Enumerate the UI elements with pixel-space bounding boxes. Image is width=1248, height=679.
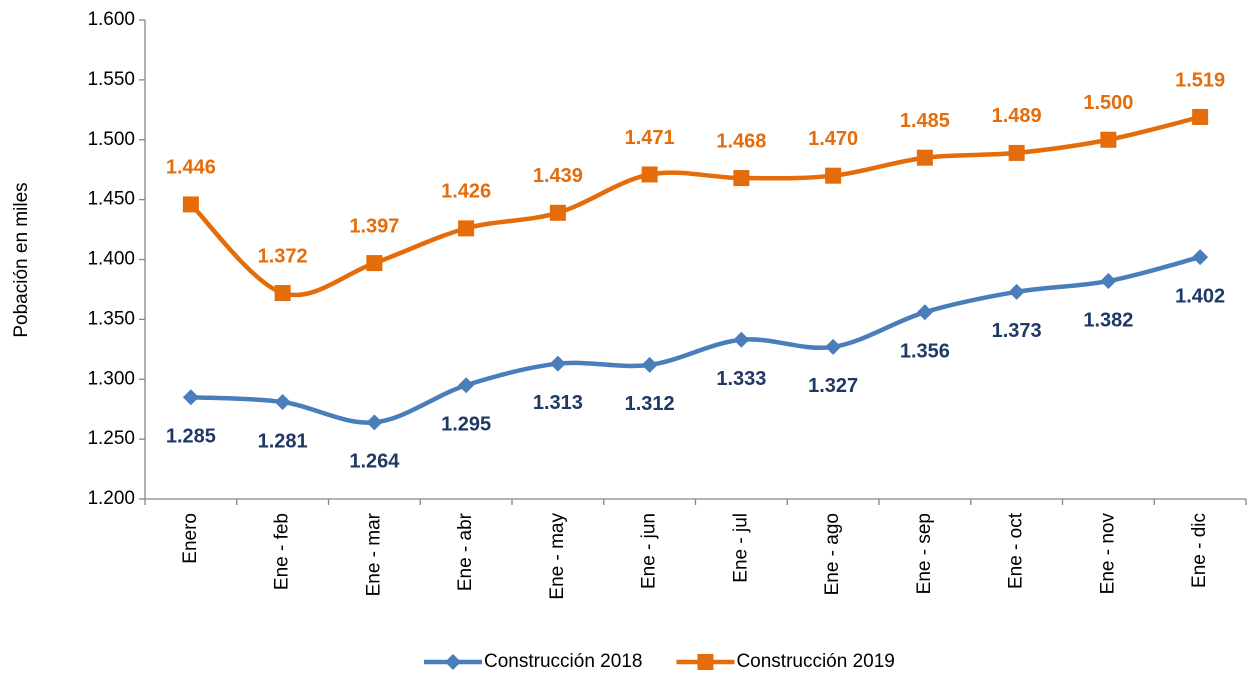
x-tick-label: Ene - sep (914, 513, 935, 594)
legend-label: Construcción 2019 (736, 651, 894, 672)
data-label: 1.402 (1175, 285, 1225, 307)
y-tick-label: 1.400 (87, 249, 135, 270)
data-label: 1.519 (1175, 69, 1225, 91)
x-tick-label: Ene - ago (822, 513, 843, 595)
marker (182, 389, 199, 406)
y-tick-label: 1.500 (87, 129, 135, 150)
y-axis-title: Pobación en miles (11, 182, 32, 337)
y-tick-label: 1.250 (87, 428, 135, 449)
data-label: 1.313 (533, 392, 583, 414)
data-label: 1.471 (625, 127, 675, 149)
x-tick-label: Ene - mar (363, 512, 384, 596)
data-label: 1.426 (441, 181, 491, 203)
series-line (189, 114, 1201, 298)
y-tick-label: 1.350 (87, 308, 135, 329)
marker (274, 394, 291, 411)
data-label: 1.327 (808, 375, 858, 397)
x-tick-label: Ene - nov (1097, 513, 1118, 595)
data-label: 1.382 (1083, 309, 1133, 331)
marker (366, 414, 383, 431)
y-tick-label: 1.600 (87, 9, 135, 30)
y-tick-label: 1.300 (87, 368, 135, 389)
data-label: 1.312 (625, 393, 675, 415)
data-label: 1.397 (349, 215, 399, 237)
data-label: 1.500 (1083, 92, 1133, 114)
data-label: 1.333 (716, 368, 766, 390)
x-tick-label: Ene - oct (1006, 512, 1027, 589)
marker (1192, 249, 1209, 266)
data-label: 1.264 (349, 451, 400, 473)
legend-label: Construcción 2018 (484, 651, 642, 672)
data-label: 1.281 (258, 430, 308, 452)
data-label: 1.470 (808, 128, 858, 150)
y-tick-label: 1.550 (87, 69, 135, 90)
marker (641, 166, 658, 183)
marker (825, 167, 842, 184)
marker (182, 196, 199, 213)
marker (1192, 108, 1209, 125)
marker (549, 355, 566, 372)
data-label: 1.372 (258, 245, 308, 267)
data-label: 1.295 (441, 414, 491, 436)
data-label: 1.285 (166, 425, 216, 447)
data-label: 1.485 (900, 110, 950, 132)
marker (825, 338, 842, 355)
marker (1008, 283, 1025, 300)
marker (366, 255, 383, 272)
marker (1008, 144, 1025, 161)
data-label: 1.373 (992, 320, 1042, 342)
y-tick-label: 1.450 (87, 189, 135, 210)
y-tick-label: 1.200 (87, 488, 135, 509)
legend-marker (697, 654, 714, 670)
data-label: 1.468 (716, 130, 766, 152)
x-tick-label: Ene - feb (272, 513, 293, 590)
marker (549, 204, 566, 221)
data-label: 1.489 (992, 105, 1042, 127)
marker (916, 304, 933, 321)
marker (641, 356, 658, 373)
x-tick-label: Ene - jul (730, 513, 751, 583)
marker (458, 377, 475, 394)
x-tick-label: Enero (180, 513, 201, 564)
marker (733, 170, 750, 187)
marker (274, 285, 291, 302)
data-label: 1.446 (166, 157, 216, 179)
data-label: 1.439 (533, 165, 583, 187)
data-label: 1.356 (900, 340, 950, 362)
x-tick-label: Ene - may (547, 513, 568, 600)
marker (733, 331, 750, 348)
marker (458, 220, 475, 237)
marker (1100, 131, 1117, 148)
x-tick-label: Ene - dic (1189, 513, 1210, 588)
legend-marker (445, 654, 461, 670)
marker (916, 149, 933, 166)
x-tick-label: Ene - jun (639, 513, 660, 589)
series-line (190, 254, 1201, 425)
x-tick-label: Ene - abr (455, 512, 476, 591)
marker (1100, 273, 1117, 290)
